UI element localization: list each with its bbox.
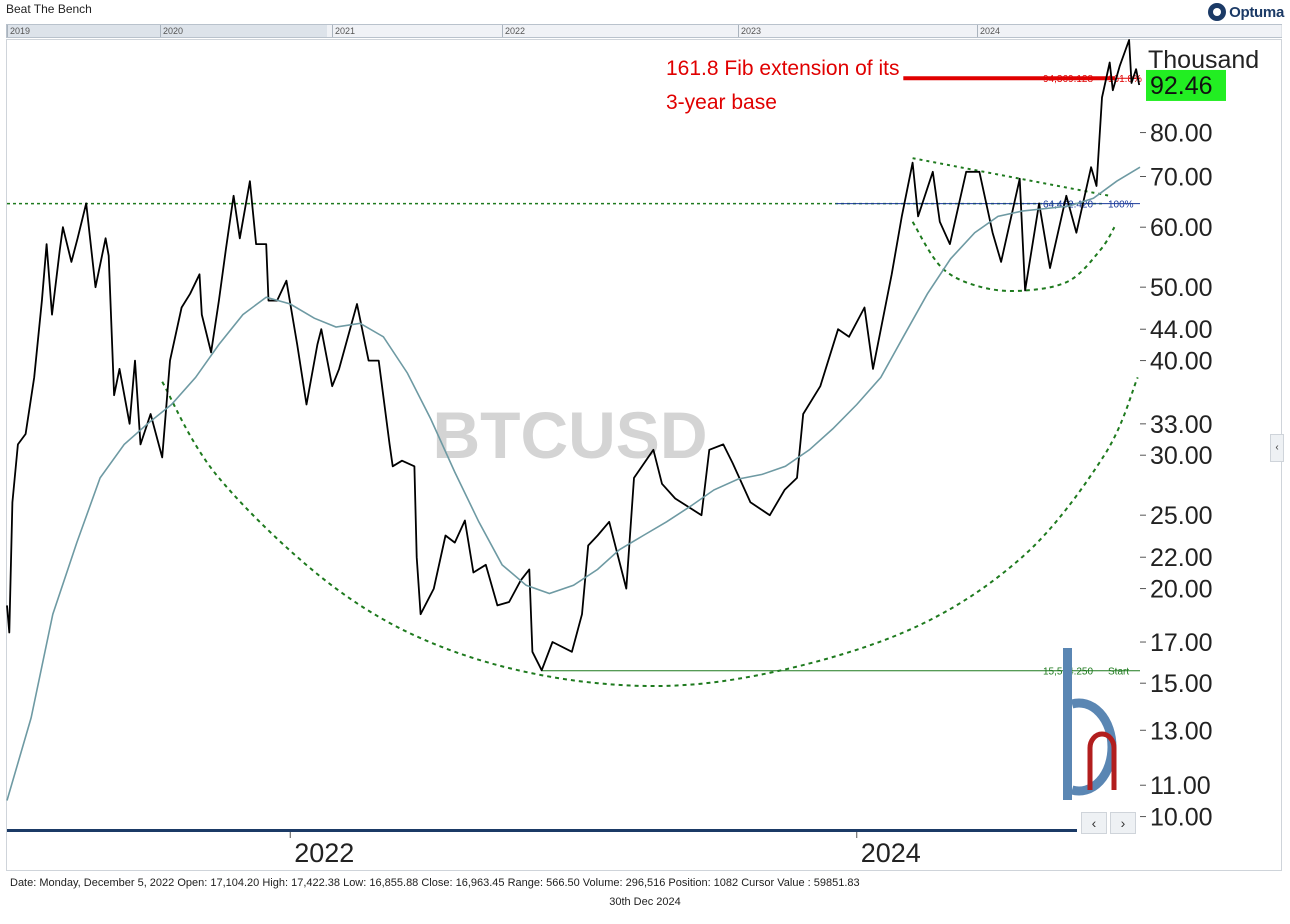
last-price-box <box>1146 69 1226 101</box>
overview-year-label: 2021 <box>332 25 355 37</box>
overview-scroller[interactable]: 2019 2020 2021 2022 2023 2024 <box>6 24 1282 38</box>
y-axis-tick-label: 15.00 <box>1150 670 1213 698</box>
overview-year-label: 2023 <box>738 25 761 37</box>
y-axis-tick-label: 20.00 <box>1150 576 1213 604</box>
x-axis-tick-label: 2024 <box>861 838 921 868</box>
y-axis-unit-label: Thousand <box>1148 46 1259 74</box>
y-axis-tick-label: 11.00 <box>1150 772 1211 800</box>
y-axis-tick-label: 13.00 <box>1150 717 1213 745</box>
overview-year-label: 2019 <box>7 25 30 37</box>
last-price-label: 92.46 <box>1150 72 1213 100</box>
overview-year-label: 2020 <box>160 25 183 37</box>
trendline-dotted <box>912 157 1110 197</box>
overview-selection-window[interactable] <box>327 25 1282 37</box>
status-bar: Date: Monday, December 5, 2022 Open: 17,… <box>10 877 860 889</box>
bench-logo-stem <box>1063 648 1072 800</box>
y-axis-tick-label: 30.00 <box>1150 442 1213 470</box>
fib-level-percent: 161.8% <box>1108 74 1142 85</box>
y-axis-tick-label: 25.00 <box>1150 502 1213 530</box>
annotation-text-line1: 161.8 Fib extension of its <box>666 57 899 80</box>
overview-year-label: 2024 <box>977 25 1000 37</box>
y-axis-tick-label: 50.00 <box>1150 274 1213 302</box>
brand-name: Optuma <box>1229 3 1284 21</box>
price-line <box>6 39 1141 672</box>
base-arc-large <box>161 377 1139 688</box>
y-axis-tick-label: 40.00 <box>1150 348 1213 376</box>
fib-level-percent: Start <box>1108 667 1129 678</box>
y-axis-tick-label: 44.00 <box>1150 316 1213 344</box>
optuma-logo-icon <box>1208 3 1227 21</box>
scroll-right-button[interactable]: › <box>1110 812 1136 834</box>
fib-level-percent: 100% <box>1108 200 1134 211</box>
annotation-text-line2: 3-year base <box>666 91 777 114</box>
bench-logo-arch <box>1087 731 1117 790</box>
x-axis-tick-label: 2022 <box>294 838 354 868</box>
y-axis-tick-label: 70.00 <box>1150 163 1213 191</box>
symbol-watermark: BTCUSD <box>433 398 708 472</box>
base-arc-small <box>911 221 1116 292</box>
overview-year-label: 2022 <box>502 25 525 37</box>
side-panel-toggle-icon[interactable]: ‹ <box>1270 434 1284 462</box>
moving-average-line <box>6 166 1141 801</box>
scroll-left-button[interactable]: ‹ <box>1081 812 1107 834</box>
footer-date: 30th Dec 2024 <box>609 896 681 908</box>
y-axis-tick-label: 17.00 <box>1150 629 1213 657</box>
app-title: Beat The Bench <box>6 2 92 16</box>
y-axis-tick-label: 33.00 <box>1150 411 1213 439</box>
y-axis-tick-label: 10.00 <box>1150 804 1213 832</box>
y-axis-tick-label: 80.00 <box>1150 120 1213 148</box>
x-axis-bar <box>7 829 1077 832</box>
y-axis-tick-label: 60.00 <box>1150 214 1213 242</box>
y-axis-tick-label: 22.00 <box>1150 544 1213 572</box>
brand-logo: Optuma <box>1208 3 1284 21</box>
